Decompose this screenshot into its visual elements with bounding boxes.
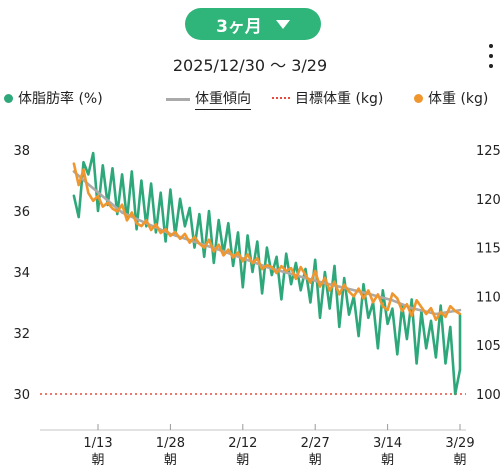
- legend-trend[interactable]: 体重傾向: [166, 88, 251, 110]
- legend-body-fat-label: 体脂肪率 (%): [18, 91, 103, 107]
- x-tick-sublabel: 朝: [381, 453, 394, 468]
- x-tick-label: 2/12: [228, 436, 257, 451]
- legend-trend-label: 体重傾向: [195, 88, 251, 110]
- weight-dot-icon: [414, 93, 423, 103]
- right-axis-tick: 100: [476, 388, 500, 403]
- right-axis-tick: 120: [476, 193, 500, 208]
- period-label: 3ヶ月: [216, 16, 262, 37]
- x-tick-sublabel: 朝: [453, 453, 466, 468]
- x-tick-label: 1/28: [156, 436, 185, 451]
- chevron-down-icon: [275, 19, 290, 29]
- body-fat-series-line: [72, 151, 462, 396]
- right-axis-tick: 115: [476, 242, 500, 257]
- x-tick-sublabel: 朝: [236, 453, 249, 468]
- more-options-icon[interactable]: [486, 44, 496, 68]
- x-tick-sublabel: 朝: [91, 453, 104, 468]
- x-tick-sublabel: 朝: [309, 453, 322, 468]
- left-axis-tick: 38: [13, 144, 30, 159]
- legend-weight-label: 体重 (kg): [428, 91, 489, 107]
- legend-target[interactable]: 目標体重 (kg): [272, 88, 383, 108]
- target-dash-icon: [272, 97, 290, 99]
- x-tick-sublabel: 朝: [164, 453, 177, 468]
- right-axis-tick: 125: [476, 144, 500, 159]
- weight-trend-line: [72, 170, 462, 316]
- left-axis-tick: 36: [13, 205, 30, 220]
- left-axis-tick: 34: [13, 266, 30, 281]
- legend-target-label: 目標体重 (kg): [295, 91, 384, 107]
- legend-body-fat[interactable]: 体脂肪率 (%): [4, 88, 103, 108]
- weight-series-line: [72, 162, 462, 322]
- chart-legend: 体脂肪率 (%) 体重傾向 目標体重 (kg) 体重 (kg): [0, 88, 500, 112]
- x-tick-label: 2/27: [301, 436, 330, 451]
- legend-weight[interactable]: 体重 (kg): [414, 88, 488, 108]
- right-axis-tick: 110: [476, 290, 500, 305]
- body-fat-dot-icon: [4, 93, 13, 103]
- left-axis-tick: 30: [13, 388, 30, 403]
- left-axis-tick: 32: [13, 327, 30, 342]
- right-axis-tick: 105: [476, 339, 500, 354]
- x-tick-label: 1/13: [83, 436, 112, 451]
- x-tick-label: 3/29: [445, 436, 474, 451]
- date-range: 2025/12/30 〜 3/29: [172, 56, 328, 75]
- period-selector-button[interactable]: 3ヶ月: [185, 8, 321, 40]
- x-tick-label: 3/14: [373, 436, 402, 451]
- trend-line-icon: [166, 97, 190, 101]
